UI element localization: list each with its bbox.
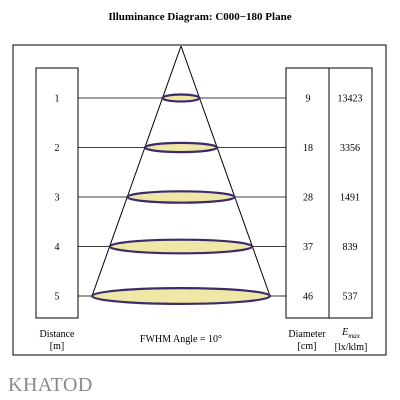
distance-header: Distance bbox=[40, 329, 76, 340]
row-3-illuminance-ellipse bbox=[126, 190, 236, 204]
row-4-diameter: 37 bbox=[303, 242, 313, 253]
distance-column-box bbox=[35, 67, 79, 319]
emax-unit: [lx/klm] bbox=[335, 342, 368, 353]
cone-left-edge bbox=[91, 45, 182, 297]
row-3-diameter: 28 bbox=[303, 193, 313, 204]
row-4-distance: 4 bbox=[55, 242, 60, 253]
row-2-diameter: 18 bbox=[303, 143, 313, 154]
diagram-title: Illuminance Diagram: C000−180 Plane bbox=[108, 11, 291, 23]
diagram-rows: 1 9 13423 2 18 3356 3 28 1491 4 37 839 5 46 537 bbox=[55, 93, 363, 306]
row-5-diameter: 46 bbox=[303, 292, 313, 303]
khatod-logo: KHATOD bbox=[8, 374, 93, 396]
row-3-emax: 1491 bbox=[340, 193, 360, 204]
row-2-illuminance-ellipse bbox=[143, 141, 219, 154]
row-1-diameter: 9 bbox=[306, 94, 311, 105]
row-3-distance: 3 bbox=[55, 193, 60, 204]
diameter-header: Diameter bbox=[288, 329, 326, 340]
cone-right-edge bbox=[180, 45, 271, 297]
row-4-emax: 839 bbox=[343, 242, 358, 253]
row-2-distance: 2 bbox=[55, 143, 60, 154]
row-4-illuminance-ellipse bbox=[108, 238, 254, 255]
fwhm-angle-label: FWHM Angle = 10° bbox=[140, 334, 222, 345]
row-1-illuminance-ellipse bbox=[161, 93, 201, 103]
row-5-illuminance-ellipse bbox=[90, 287, 272, 306]
distance-unit: [m] bbox=[50, 341, 64, 352]
row-2-emax: 3356 bbox=[340, 143, 360, 154]
emax-header-main: E bbox=[341, 327, 348, 338]
row-1-distance: 1 bbox=[55, 94, 60, 105]
outer-frame bbox=[12, 44, 387, 356]
emax-header-sub: max bbox=[348, 332, 361, 340]
diameter-unit: [cm] bbox=[298, 341, 317, 352]
row-5-distance: 5 bbox=[55, 292, 60, 303]
row-1-emax: 13423 bbox=[338, 94, 363, 105]
emax-column-box bbox=[328, 67, 373, 319]
row-5-emax: 537 bbox=[343, 292, 358, 303]
emax-header: Emax bbox=[341, 327, 361, 340]
